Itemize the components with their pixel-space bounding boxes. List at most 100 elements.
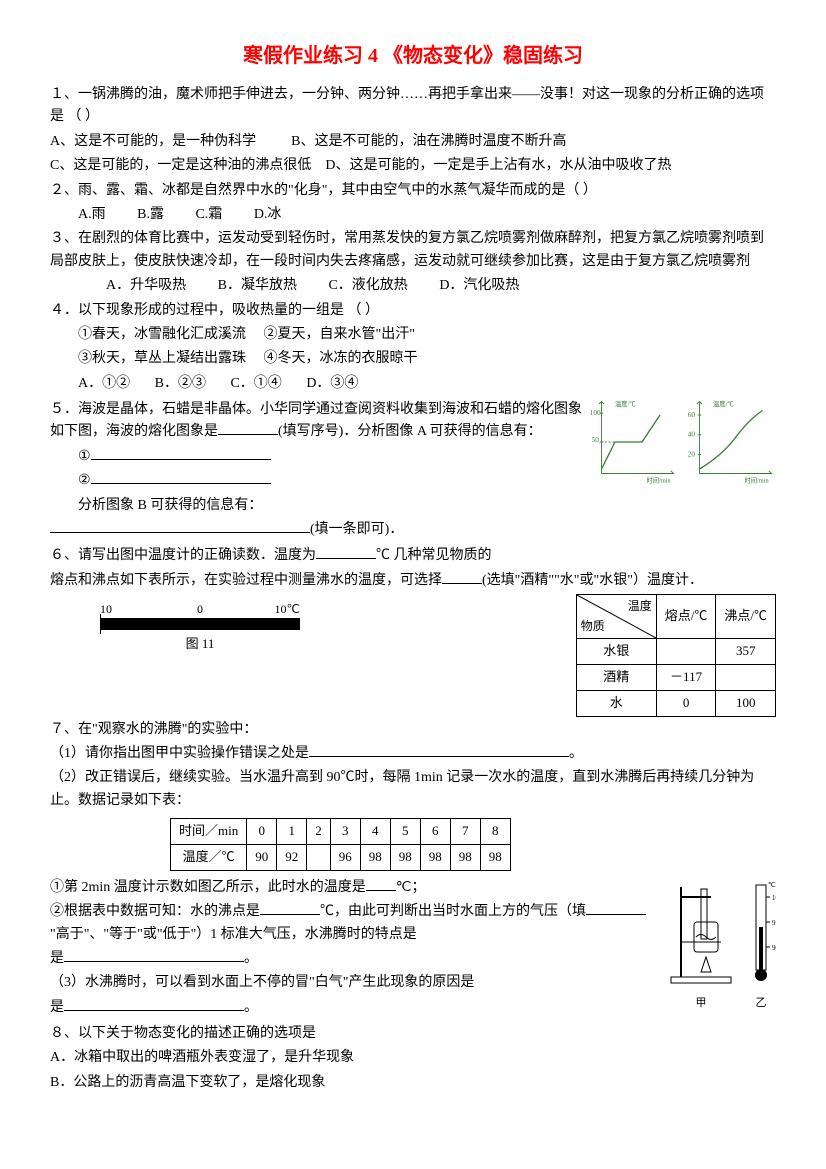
blank[interactable] [366, 877, 396, 891]
dh5: 4 [360, 819, 390, 845]
fig-caption: 图 11 [186, 634, 215, 655]
dr4: 96 [330, 844, 360, 870]
svg-text:90: 90 [772, 944, 776, 952]
svg-text:50: 50 [592, 436, 600, 444]
svg-text:60: 60 [688, 411, 696, 419]
q7-s1-row: （1）请你指出图甲中实验操作错误之处是。 [50, 743, 776, 765]
svg-text:时间/min: 时间/min [647, 476, 672, 485]
dr1: 90 [247, 844, 277, 870]
q1-opts-row2: C、这是可能的，一定是这种油的沸点很低 D、这是可能的，一定是手上沾有水，水从油… [50, 155, 776, 177]
q2-c: C.霜 [195, 207, 222, 222]
svg-text:时间/min: 时间/min [745, 476, 770, 485]
q2-opts: A.雨 B.露 C.霜 D.冰 [50, 204, 776, 226]
q6-row2: 熔点和沸点如下表所示，在实验过程中测量沸水的温度，可选择(选填"酒精""水"或"… [50, 570, 776, 592]
dr2: 92 [277, 844, 307, 870]
q5-l1-row: ① [50, 446, 588, 468]
q2-b: B.露 [137, 207, 164, 222]
q3-a: A．升华吸热 [106, 278, 186, 293]
blank[interactable] [442, 570, 482, 584]
th-melt: 熔点/℃ [656, 595, 716, 639]
th-sub: 物质 [581, 617, 605, 636]
q5-charts: 100 50 温度/℃ 时间/min 60 40 20 温度/℃ 时间/min [588, 397, 776, 487]
svg-text:℃: ℃ [768, 881, 776, 889]
q3-b: B．凝华放热 [218, 278, 297, 293]
q7-s2a-unit: ℃； [396, 880, 426, 895]
q5-stem-row: ５．海波是晶体，石蜡是非晶体。小华同学通过查阅资料收集到海波和石蜡的熔化图象如下… [50, 399, 588, 444]
q5-tail: (填一条即可)． [310, 522, 403, 537]
dh8: 7 [450, 819, 480, 845]
dr7: 98 [420, 844, 450, 870]
therm-left: 10 [100, 600, 112, 619]
label-yi: 乙 [746, 995, 776, 1013]
q2-d: D.冰 [254, 207, 282, 222]
q1-c: C、这是可能的，一定是这种油的沸点很低 [50, 158, 311, 173]
q1-a: A、这是不可能的，是一种伪科学 [50, 134, 256, 149]
q7-s2b-tail: "高于"、"等于"或"低于"）1 标准大气压，水沸腾时的特点是 [50, 927, 417, 942]
q2-a: A.雨 [78, 207, 106, 222]
q4-d: D．③④ [306, 376, 358, 391]
dh4: 3 [330, 819, 360, 845]
blank[interactable] [50, 519, 310, 533]
dh2: 1 [277, 819, 307, 845]
q6-tail: (选填"酒精""水"或"水银"）温度计． [482, 573, 703, 588]
q5-block: ５．海波是晶体，石蜡是非晶体。小华同学通过查阅资料收集到海波和石蜡的熔化图象如下… [50, 397, 776, 543]
svg-text:100: 100 [590, 409, 601, 417]
blank[interactable] [316, 545, 376, 559]
dr6: 98 [390, 844, 420, 870]
q7-s2: （2）改正错误后，继续实验。当水温升高到 90℃时，每隔 1min 记录一次水的… [50, 767, 776, 812]
q7-data-table: 时间／min 0 1 2 3 4 5 6 7 8 温度／℃ 90 92 96 9… [170, 818, 511, 871]
q4-i1: ①春天，冰雪融化汇成溪流 [78, 327, 246, 342]
q7-s2b: ②根据表中数据可知：水的沸点是 [50, 904, 260, 919]
r2c1: 酒精 [576, 665, 656, 691]
q4-i4: ④冬天，冰冻的衣服晾干 [264, 351, 418, 366]
q4-c: C．①④ [230, 376, 281, 391]
q4-stem: ４．以下现象形成的过程中，吸收热量的一组是 （ ） [50, 300, 776, 322]
svg-text:95: 95 [772, 919, 776, 927]
r1c1: 水银 [576, 639, 656, 665]
r3c3: 100 [716, 690, 776, 716]
dh9: 8 [480, 819, 510, 845]
q3-d: D．汽化吸热 [439, 278, 519, 293]
q1-opts-row1: A、这是不可能的，是一种伪科学 B、这是不可能的，油在沸腾时温度不断升高 [50, 131, 776, 153]
blank[interactable] [64, 948, 244, 962]
th-temp: 温度 [628, 597, 652, 616]
blank[interactable] [260, 901, 320, 915]
dr0: 温度／℃ [171, 844, 247, 870]
q7-s1tail: 。 [569, 746, 583, 761]
q5-l2-row: ② [50, 470, 588, 492]
thermometer-yi-icon: 100 95 90 ℃ [746, 877, 776, 987]
dr9: 98 [480, 844, 510, 870]
q3-stem: ３、在剧烈的体育比赛中，运发动受到轻伤时，常用蒸发快的复方氯乙烷喷雾剂做麻醉剂，… [50, 228, 776, 273]
chart-a: 100 50 温度/℃ 时间/min [588, 397, 678, 487]
q1-stem: １、一锅沸腾的油，魔术师把手伸进去，一分钟、两分钟……再把手拿出来——没事！对这… [50, 84, 776, 129]
blank[interactable] [309, 743, 569, 757]
thermometer-figure: 10 0 10℃ 图 11 [90, 602, 310, 655]
r3c1: 水 [576, 690, 656, 716]
q3-c: C．液化放热 [328, 278, 407, 293]
q5-l1: ① [78, 449, 91, 464]
q2-stem: ２、雨、露、霜、冰都是自然界中水的"化身"，其中由空气中的水蒸气凝华而成的是（ … [50, 180, 776, 202]
dh3: 2 [307, 819, 331, 845]
blank[interactable] [64, 997, 244, 1011]
svg-text:100: 100 [772, 894, 776, 902]
r2c2: －117 [656, 665, 716, 691]
svg-text:温度/℃: 温度/℃ [713, 399, 734, 408]
q7-s2b-mid: ℃，由此可判断出当时水面上方的气压（填 [320, 904, 586, 919]
svg-text:40: 40 [688, 431, 696, 439]
dh7: 6 [420, 819, 450, 845]
blank[interactable] [586, 901, 646, 915]
q3-opts: A．升华吸热 B．凝华放热 C．液化放热 D．汽化吸热 [50, 275, 776, 297]
dr8: 98 [450, 844, 480, 870]
dh0: 时间／min [171, 819, 247, 845]
blank[interactable] [218, 421, 278, 435]
r2c3 [716, 665, 776, 691]
q8-a: A．冰箱中取出的啤酒瓶外表变湿了，是升华现象 [50, 1047, 776, 1069]
q4-items-r1: ①春天，冰雪融化汇成溪流 ②夏天，自来水管"出汗" [50, 324, 776, 346]
blank[interactable] [91, 470, 271, 484]
q4-items-r2: ③秋天，草丛上凝结出露珠 ④冬天，冰冻的衣服晾干 [50, 348, 776, 370]
blank[interactable] [91, 446, 271, 460]
th-boil: 沸点/℃ [716, 595, 776, 639]
q4-opts: A．①② B．②③ C．①④ D．③④ [50, 373, 776, 395]
r1c3: 357 [716, 639, 776, 665]
substance-table: 温度 物质 熔点/℃ 沸点/℃ 水银357 酒精－117 水0100 [576, 594, 776, 716]
